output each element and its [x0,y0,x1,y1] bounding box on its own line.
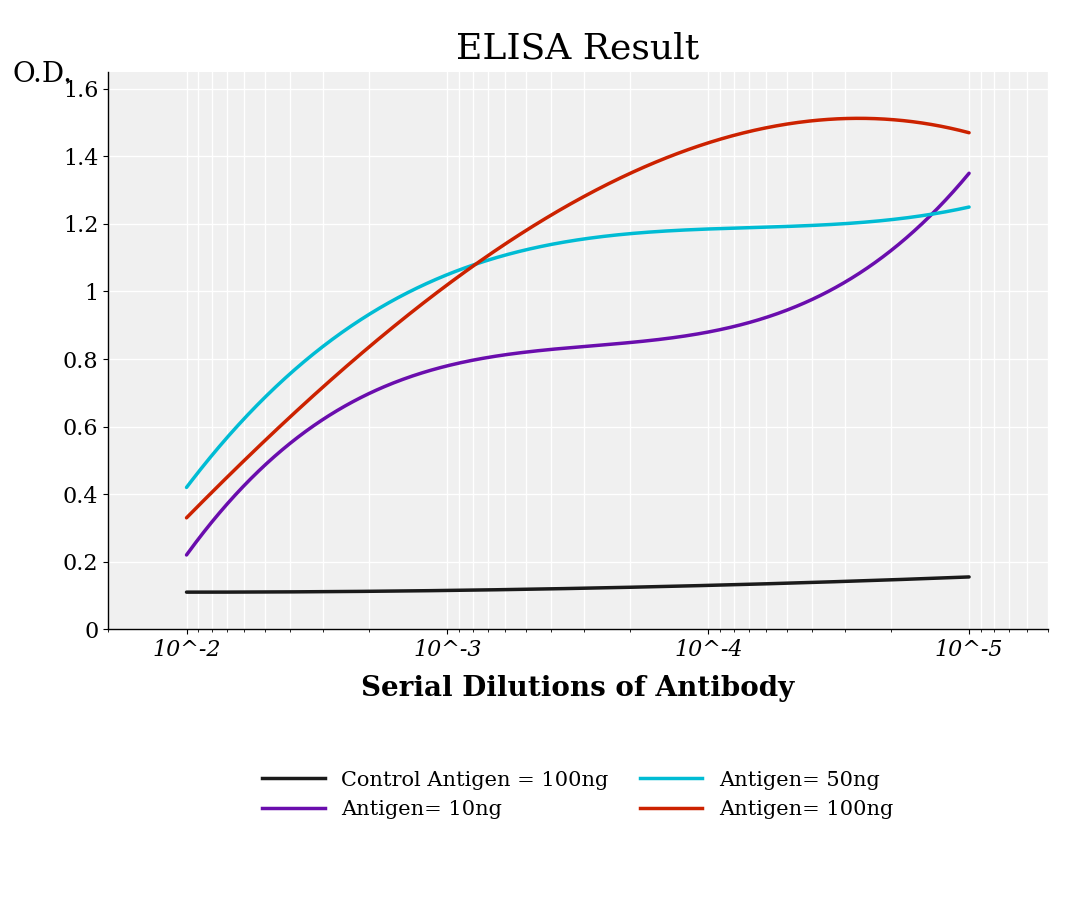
Legend: Control Antigen = 100ng, Antigen= 10ng, Antigen= 50ng, Antigen= 100ng: Control Antigen = 100ng, Antigen= 10ng, … [254,762,902,827]
Title: ELISA Result: ELISA Result [456,31,700,65]
X-axis label: Serial Dilutions of Antibody: Serial Dilutions of Antibody [361,675,795,702]
Y-axis label: O.D.: O.D. [12,61,72,88]
